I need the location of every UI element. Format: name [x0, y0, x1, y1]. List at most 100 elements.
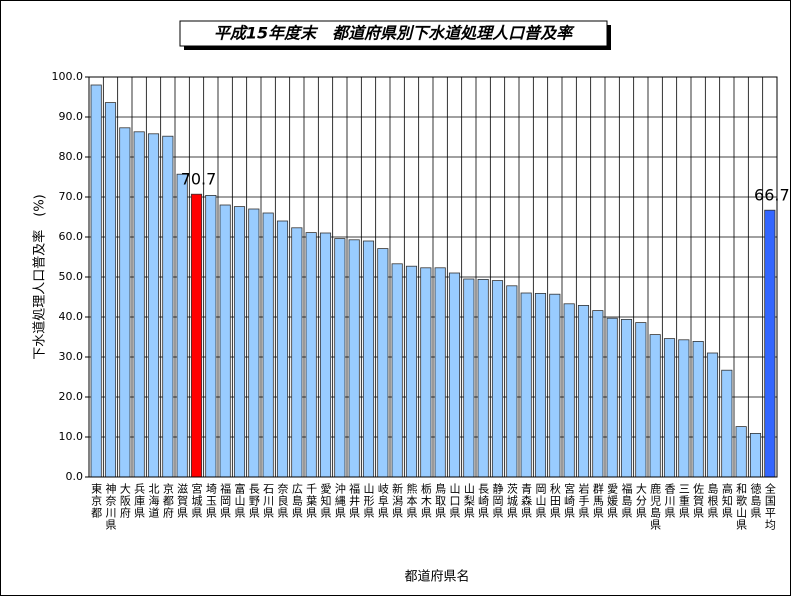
- y-tick-label: 30.0: [59, 350, 84, 363]
- y-tick-label: 40.0: [59, 310, 84, 323]
- x-tick-label: 茨城県: [505, 482, 518, 519]
- x-tick-label: 福岡県: [219, 482, 232, 519]
- value-label: 66.7: [754, 186, 790, 205]
- x-tick-label: 愛媛県: [606, 483, 619, 519]
- x-tick-label: 鹿児島県: [649, 482, 662, 531]
- bar: [706, 352, 719, 478]
- bar: [319, 232, 332, 478]
- x-tick-label: 東京都: [90, 483, 103, 519]
- x-tick-label: 滋賀県: [176, 483, 189, 519]
- y-axis-label: 下水道処理人口普及率 (%): [32, 194, 48, 360]
- bar: [362, 240, 375, 478]
- bar: [334, 238, 346, 478]
- bar: [176, 173, 188, 478]
- bar: [663, 338, 676, 478]
- bar: [764, 209, 776, 478]
- bar: [420, 267, 432, 478]
- chart-title: 平成15年度末 都道府県別下水道処理人口普及率: [214, 24, 575, 43]
- y-tick-label: 50.0: [59, 270, 84, 283]
- x-tick-label: 長崎県: [477, 483, 490, 519]
- y-tick-label: 90.0: [59, 110, 84, 123]
- x-tick-label: 栃木県: [419, 482, 432, 519]
- x-tick-label: 宮崎県: [563, 482, 576, 519]
- y-tick-label: 60.0: [59, 230, 84, 243]
- x-tick-label: 三重県: [677, 483, 690, 519]
- x-tick-label: 佐賀県: [692, 482, 705, 519]
- bar: [119, 127, 131, 478]
- x-tick-label: 島根県: [706, 482, 719, 519]
- x-tick-label: 京都府: [161, 482, 174, 519]
- bar: [721, 369, 733, 478]
- bar: [90, 84, 102, 478]
- bar: [348, 239, 360, 478]
- bar: [735, 426, 747, 478]
- bar: [620, 318, 633, 478]
- x-tick-label: 神奈川県: [104, 482, 117, 531]
- bar: [276, 220, 289, 478]
- bar: [592, 310, 604, 478]
- x-tick-label: 北海道: [147, 483, 160, 519]
- bar: [190, 193, 203, 478]
- bar: [678, 339, 690, 478]
- x-tick-label: 群馬県: [591, 482, 604, 519]
- x-tick-label: 千葉県: [305, 483, 318, 519]
- bar: [147, 133, 160, 478]
- x-tick-label: 青森県: [520, 483, 533, 519]
- bar: [463, 278, 475, 478]
- bar: [549, 293, 561, 478]
- bar: [491, 280, 504, 478]
- x-tick-label: 奈良県: [276, 482, 289, 519]
- x-tick-label: 高知県: [720, 482, 733, 519]
- bar: [520, 292, 532, 478]
- x-tick-label: 山形県: [362, 483, 375, 519]
- x-tick-label: 鳥取県: [434, 482, 447, 519]
- bar: [305, 232, 317, 478]
- bar: [692, 340, 704, 478]
- x-tick-label: 埼玉県: [204, 482, 217, 519]
- y-tick-label: 70.0: [59, 190, 84, 203]
- x-tick-label: 大分県: [634, 482, 647, 519]
- bar: [248, 208, 260, 478]
- bar: [205, 194, 217, 478]
- x-tick-label: 大阪府: [118, 482, 131, 519]
- x-tick-label: 全国平均: [763, 482, 776, 531]
- x-tick-label: 福島県: [620, 482, 633, 519]
- y-tick-label: 80.0: [59, 150, 84, 163]
- bar: [291, 227, 303, 478]
- x-tick-label: 新潟県: [391, 482, 404, 519]
- bar: [577, 304, 590, 478]
- x-tick-label: 岐阜県: [376, 483, 389, 519]
- bar: [635, 322, 647, 478]
- plot-border: [88, 76, 778, 478]
- bar: [233, 206, 246, 478]
- x-tick-label: 徳島県: [749, 483, 762, 519]
- bar: [377, 248, 389, 478]
- x-tick-label: 和歌山県: [735, 483, 748, 531]
- x-tick-label: 秋田県: [548, 482, 561, 519]
- bar: [133, 131, 145, 478]
- bar: [262, 212, 274, 478]
- x-tick-label: 岩手県: [577, 482, 590, 519]
- bar: [749, 432, 762, 478]
- bar: [563, 303, 575, 478]
- x-axis-label: 都道府県名: [404, 569, 469, 585]
- bar: [391, 263, 403, 478]
- x-tick-label: 熊本県: [405, 482, 418, 519]
- value-label: 70.7: [181, 170, 217, 189]
- y-tick-label: 10.0: [59, 430, 84, 443]
- x-tick-label: 長野県: [247, 483, 260, 519]
- x-tick-label: 福井県: [348, 482, 361, 519]
- y-tick-label: 0.0: [66, 470, 84, 483]
- x-tick-label: 愛知県: [319, 483, 332, 519]
- x-tick-label: 広島県: [290, 483, 303, 519]
- x-tick-label: 山梨県: [462, 483, 475, 519]
- y-tick-label: 20.0: [59, 390, 84, 403]
- x-tick-label: 静岡県: [491, 482, 504, 519]
- y-tick-label: 100.0: [52, 70, 84, 83]
- bar: [434, 267, 446, 478]
- x-tick-label: 石川県: [262, 483, 275, 519]
- bar: [219, 204, 231, 478]
- x-tick-label: 香川県: [663, 483, 676, 519]
- bar: [448, 272, 461, 478]
